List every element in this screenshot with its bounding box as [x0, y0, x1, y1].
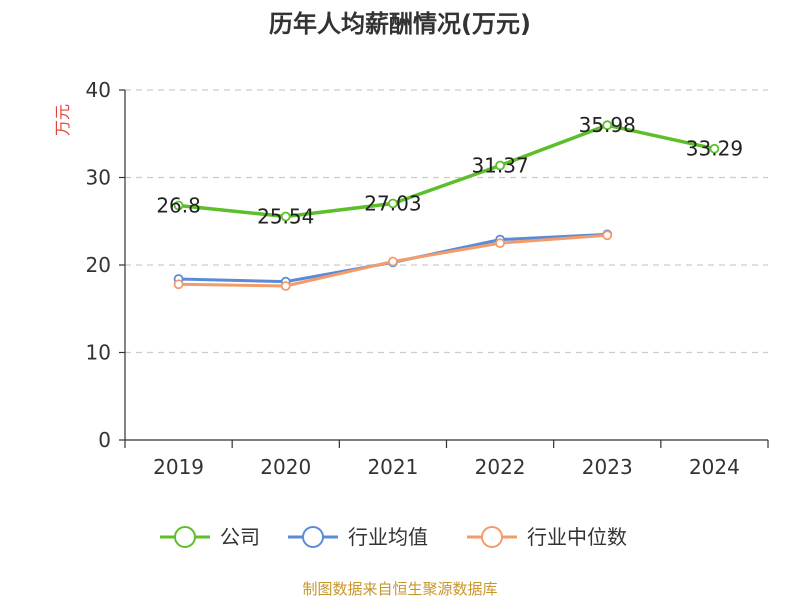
- legend-marker-icon: [174, 526, 196, 548]
- data-label: 25.54: [257, 205, 314, 229]
- y-tick-label: 10: [86, 341, 111, 365]
- series-0: [173, 120, 720, 222]
- data-labels: 26.8 25.54 27.03 31.37 35.98 33.29: [156, 113, 743, 228]
- x-tick-label: 2023: [582, 455, 633, 479]
- x-tick-label: 2024: [689, 455, 740, 479]
- legend[interactable]: 公司 行业均值 行业中位数: [160, 525, 627, 549]
- y-tick-label: 0: [98, 428, 111, 452]
- series-2: [173, 230, 613, 291]
- data-point[interactable]: [280, 211, 291, 222]
- legend-marker-icon: [481, 526, 503, 548]
- x-tick-label: 2020: [260, 455, 311, 479]
- legend-item-2[interactable]: 行业中位数: [467, 525, 627, 549]
- legend-label: 行业均值: [348, 525, 428, 549]
- data-point[interactable]: [388, 256, 398, 267]
- source-note: 制图数据来自恒生聚源数据库: [302, 580, 497, 598]
- y-tick-label: 20: [86, 253, 111, 277]
- legend-label: 公司: [220, 525, 260, 549]
- y-tick-label: 40: [86, 78, 111, 102]
- data-label: 26.8: [156, 194, 201, 218]
- legend-item-1[interactable]: 行业均值: [288, 525, 428, 549]
- legend-item-0[interactable]: 公司: [160, 525, 260, 549]
- data-point[interactable]: [709, 143, 720, 154]
- y-tick-label: 30: [86, 166, 111, 190]
- y-axis-label: 万元: [53, 104, 72, 136]
- data-point[interactable]: [280, 281, 291, 291]
- data-point[interactable]: [173, 279, 184, 290]
- data-label: 33.29: [686, 137, 743, 161]
- data-point[interactable]: [602, 230, 613, 241]
- axes: 0 10 20 30 40 2019 2020 2021 2022 2023 2024: [86, 78, 769, 479]
- data-label: 27.03: [364, 191, 421, 215]
- data-label: 35.98: [579, 113, 636, 137]
- series-line: [178, 123, 715, 219]
- x-tick-label: 2021: [367, 455, 418, 479]
- series: [173, 120, 720, 291]
- chart-title: 历年人均薪酬情况(万元): [269, 10, 531, 38]
- legend-label: 行业中位数: [527, 525, 627, 549]
- x-tick-label: 2022: [475, 455, 526, 479]
- data-point[interactable]: [495, 160, 505, 171]
- grid-lines: [125, 89, 768, 354]
- data-point[interactable]: [602, 120, 613, 131]
- data-point[interactable]: [388, 198, 398, 209]
- data-point[interactable]: [173, 200, 184, 211]
- x-tick-label: 2019: [153, 455, 204, 479]
- data-point[interactable]: [495, 238, 505, 249]
- legend-marker-icon: [302, 526, 324, 548]
- data-label: 31.37: [471, 154, 528, 178]
